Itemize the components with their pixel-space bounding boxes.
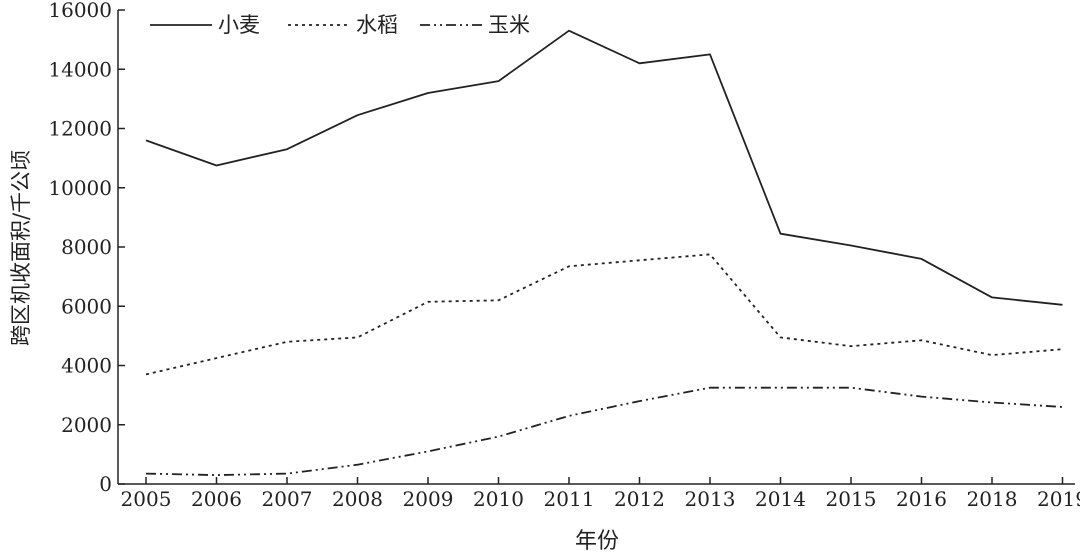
y-tick-label: 6000 (61, 294, 112, 318)
x-tick-label: 2012 (614, 487, 665, 511)
axes: 0 2000 4000 6000 8000 10000 12000 14000 16000 200… (48, 0, 1080, 511)
x-tick-label: 2009 (403, 487, 454, 511)
series-line (145, 29, 1063, 306)
x-tick-label: 2015 (826, 487, 877, 511)
x-tick-label: 2019 (1037, 487, 1080, 511)
y-tick-label: 12000 (48, 117, 112, 141)
legend-label: 水稻 (356, 13, 398, 37)
legend: 小麦 水稻 玉米 (150, 13, 530, 37)
y-tick-label: 16000 (48, 0, 112, 22)
y-tick-label: 0 (99, 472, 112, 496)
x-tick-label: 2011 (544, 487, 595, 511)
x-tick-label: 2008 (332, 487, 383, 511)
x-axis-label: 年份 (575, 529, 619, 554)
series-line (145, 253, 1063, 376)
y-tick-label: 2000 (61, 413, 112, 437)
series-line (145, 386, 1063, 477)
y-tick-label: 8000 (61, 235, 112, 259)
x-tick-label: 2005 (121, 487, 172, 511)
x-tick-label: 2007 (262, 487, 313, 511)
x-tick-label: 2006 (191, 487, 242, 511)
legend-label: 玉米 (488, 13, 530, 37)
y-tick-label: 4000 (61, 354, 112, 378)
legend-label: 小麦 (218, 13, 260, 37)
x-tick-label: 2016 (896, 487, 947, 511)
x-tick-label: 2014 (755, 487, 806, 511)
x-tick-label: 2010 (473, 487, 524, 511)
x-tick-label: 2013 (685, 487, 736, 511)
plot-area (145, 29, 1063, 477)
y-tick-label: 10000 (48, 176, 112, 200)
y-tick-label: 14000 (48, 57, 112, 81)
y-axis-label: 跨区机收面积/千公顷 (9, 150, 33, 346)
x-tick-label: 2018 (967, 487, 1018, 511)
